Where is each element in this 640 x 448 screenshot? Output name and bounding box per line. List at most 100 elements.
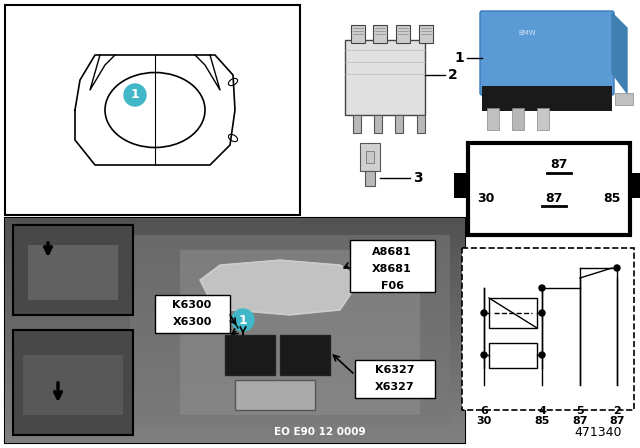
Bar xyxy=(5,288,465,289)
Bar xyxy=(5,361,465,362)
Bar xyxy=(5,227,465,228)
Text: 1: 1 xyxy=(239,314,248,327)
Bar xyxy=(5,399,465,400)
Bar xyxy=(5,259,465,260)
Bar xyxy=(5,220,465,221)
Bar xyxy=(5,339,465,340)
Text: 85: 85 xyxy=(534,416,550,426)
Bar xyxy=(5,373,465,374)
Circle shape xyxy=(481,310,487,316)
Bar xyxy=(5,226,465,227)
Bar xyxy=(5,395,465,396)
Text: BMW: BMW xyxy=(518,30,536,36)
Bar xyxy=(5,369,465,370)
Bar xyxy=(5,289,465,290)
Bar xyxy=(5,350,465,351)
Bar xyxy=(13,225,133,315)
Bar xyxy=(5,393,465,394)
Bar xyxy=(5,274,465,275)
Bar xyxy=(225,335,275,375)
Bar xyxy=(5,352,465,353)
Bar xyxy=(5,294,465,295)
Bar xyxy=(630,173,640,198)
Circle shape xyxy=(232,309,254,331)
Bar xyxy=(5,247,465,248)
Bar xyxy=(5,415,465,416)
Bar xyxy=(5,314,465,315)
Bar xyxy=(5,437,465,438)
Bar xyxy=(5,305,465,306)
Bar xyxy=(5,232,465,233)
Bar xyxy=(5,284,465,285)
Text: 3: 3 xyxy=(413,171,422,185)
Bar xyxy=(5,239,465,240)
Bar xyxy=(482,86,612,111)
Bar xyxy=(5,245,465,246)
Text: K6300: K6300 xyxy=(172,300,212,310)
Bar xyxy=(355,360,435,398)
Bar xyxy=(5,311,465,312)
Text: F06: F06 xyxy=(381,281,403,291)
Bar xyxy=(5,228,465,229)
Bar xyxy=(5,418,465,419)
Bar xyxy=(23,355,123,415)
Bar xyxy=(5,233,465,234)
Bar xyxy=(5,438,465,439)
Bar xyxy=(5,348,465,349)
Bar xyxy=(5,423,465,424)
Bar xyxy=(5,411,465,412)
Bar xyxy=(5,338,465,339)
Bar xyxy=(5,218,465,443)
Bar xyxy=(5,260,465,261)
Text: K6327: K6327 xyxy=(375,365,415,375)
Bar xyxy=(5,291,465,292)
Bar xyxy=(5,349,465,350)
Text: 87: 87 xyxy=(572,416,588,426)
Bar xyxy=(5,392,465,393)
Bar xyxy=(5,370,465,371)
Bar xyxy=(5,335,465,336)
Bar xyxy=(5,404,465,405)
Bar xyxy=(5,347,465,348)
Bar xyxy=(5,342,465,343)
Text: 1: 1 xyxy=(131,89,140,102)
Bar xyxy=(5,421,465,422)
Bar xyxy=(5,384,465,385)
Bar xyxy=(512,108,524,130)
Bar xyxy=(5,357,465,358)
Bar xyxy=(5,261,465,262)
Bar xyxy=(5,400,465,401)
Bar xyxy=(5,308,465,309)
Text: 6: 6 xyxy=(480,406,488,416)
Bar xyxy=(5,290,465,291)
Bar xyxy=(5,368,465,369)
Bar xyxy=(5,292,465,293)
Circle shape xyxy=(537,387,547,397)
Bar xyxy=(5,242,465,243)
Bar xyxy=(5,297,465,298)
Bar xyxy=(5,441,465,442)
Bar xyxy=(5,329,465,330)
Bar xyxy=(5,398,465,399)
Bar xyxy=(5,430,465,431)
Bar xyxy=(5,420,465,421)
Bar xyxy=(5,328,465,329)
Bar xyxy=(366,151,374,163)
Bar xyxy=(5,272,465,273)
Bar xyxy=(396,25,410,43)
Text: X6300: X6300 xyxy=(172,317,212,327)
Bar xyxy=(5,299,465,300)
Bar xyxy=(130,235,450,425)
Bar xyxy=(5,319,465,320)
Bar xyxy=(5,270,465,271)
Bar xyxy=(5,321,465,322)
Bar xyxy=(5,408,465,409)
Bar xyxy=(5,256,465,257)
Bar xyxy=(5,267,465,268)
Bar xyxy=(5,407,465,408)
Bar xyxy=(351,25,365,43)
Bar xyxy=(5,330,465,331)
Bar xyxy=(454,173,468,198)
Text: 85: 85 xyxy=(604,191,621,204)
Bar xyxy=(5,251,465,252)
